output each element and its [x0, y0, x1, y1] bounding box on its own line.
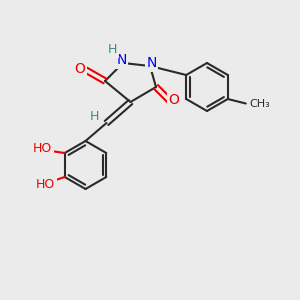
- Text: HO: HO: [36, 178, 56, 191]
- Text: H: H: [90, 110, 99, 124]
- Text: HO: HO: [33, 142, 52, 155]
- Text: H: H: [108, 43, 117, 56]
- Text: O: O: [74, 62, 85, 76]
- Text: N: N: [146, 56, 157, 70]
- Text: O: O: [169, 94, 179, 107]
- Text: N: N: [116, 53, 127, 67]
- Text: CH₃: CH₃: [249, 98, 270, 109]
